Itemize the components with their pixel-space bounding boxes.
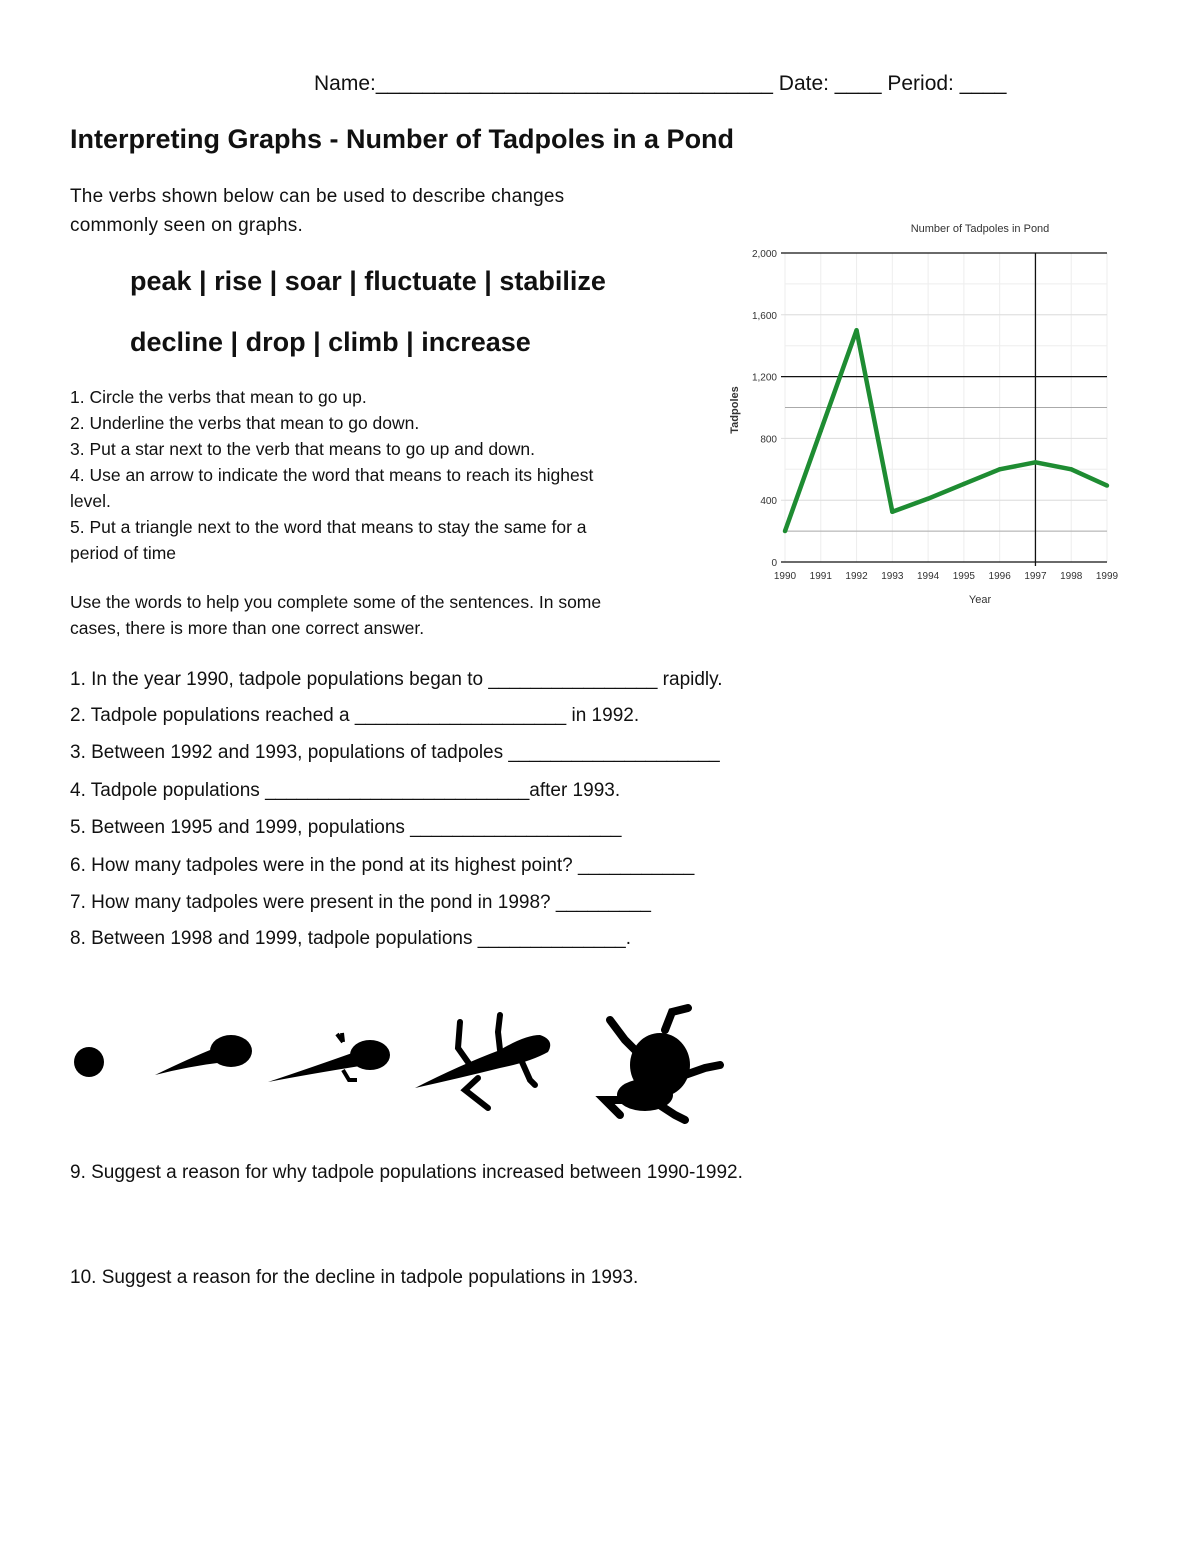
tadpole-with-legs-icon xyxy=(268,1032,390,1082)
question-10: 10. Suggest a reason for the decline in … xyxy=(70,1267,639,1288)
sentence-item: 6. How many tadpoles were in the pond at… xyxy=(70,855,695,876)
x-tick-label: 1998 xyxy=(1060,571,1083,582)
verb-list: decline | drop | climb | increase xyxy=(130,327,531,357)
y-axis-label: Tadpoles xyxy=(729,386,741,433)
intro-text: commonly seen on graphs. xyxy=(70,215,303,236)
sentence-item: 7. How many tadpoles were present in the… xyxy=(70,892,651,913)
x-tick-label: 1996 xyxy=(989,571,1012,582)
question-9: 9. Suggest a reason for why tadpole popu… xyxy=(70,1162,743,1183)
sentence-item: 2. Tadpole populations reached a _______… xyxy=(70,705,640,726)
tadpole-icon xyxy=(155,1035,252,1075)
y-tick-label: 400 xyxy=(760,496,777,507)
x-tick-label: 1990 xyxy=(774,571,797,582)
y-tick-label: 1,600 xyxy=(752,311,777,322)
instruction: 1. Circle the verbs that mean to go up. xyxy=(70,387,367,407)
verb-list: peak | rise | soar | fluctuate | stabili… xyxy=(130,266,606,296)
page-title: Interpreting Graphs - Number of Tadpoles… xyxy=(70,124,735,154)
instruction: level. xyxy=(70,491,111,511)
x-tick-label: 1993 xyxy=(881,571,904,582)
name-date-period-line: Name:__________________________________ … xyxy=(314,72,1007,95)
intro-text: The verbs shown below can be used to des… xyxy=(70,186,565,207)
use-words-text: cases, there is more than one correct an… xyxy=(70,618,425,638)
froglet-icon xyxy=(415,1012,551,1111)
sentence-item: 8. Between 1998 and 1999, tadpole popula… xyxy=(70,928,631,949)
instruction: 3. Put a star next to the verb that mean… xyxy=(70,439,536,459)
instruction: 4. Use an arrow to indicate the word tha… xyxy=(70,465,594,485)
y-tick-label: 1,200 xyxy=(752,373,777,384)
sentence-item: 4. Tadpole populations _________________… xyxy=(70,780,621,801)
egg-icon xyxy=(74,1047,104,1077)
x-tick-label: 1999 xyxy=(1096,571,1119,582)
chart-title: Number of Tadpoles in Pond xyxy=(911,223,1050,235)
tadpole-chart: Number of Tadpoles in Pond Tadpoles Year… xyxy=(729,223,1119,606)
x-tick-label: 1991 xyxy=(810,571,833,582)
frog-icon xyxy=(595,1004,724,1124)
series-line xyxy=(782,328,1108,532)
y-tick-label: 0 xyxy=(771,558,777,569)
instruction: period of time xyxy=(70,543,177,563)
frog-life-cycle xyxy=(74,1004,724,1124)
x-tick-label: 1992 xyxy=(845,571,868,582)
sentence-item: 5. Between 1995 and 1999, populations __… xyxy=(70,817,622,838)
sentence-item: 3. Between 1992 and 1993, populations of… xyxy=(70,742,720,763)
x-tick-label: 1997 xyxy=(1024,571,1047,582)
sentence-item: 1. In the year 1990, tadpole populations… xyxy=(70,669,723,690)
use-words-text: Use the words to help you complete some … xyxy=(70,592,602,612)
x-tick-label: 1994 xyxy=(917,571,940,582)
instruction: 5. Put a triangle next to the word that … xyxy=(70,517,587,537)
y-tick-label: 2,000 xyxy=(752,249,777,260)
instruction: 2. Underline the verbs that mean to go d… xyxy=(70,413,420,433)
y-tick-label: 800 xyxy=(760,434,777,445)
x-tick-label: 1995 xyxy=(953,571,976,582)
x-axis-label: Year xyxy=(969,594,992,606)
